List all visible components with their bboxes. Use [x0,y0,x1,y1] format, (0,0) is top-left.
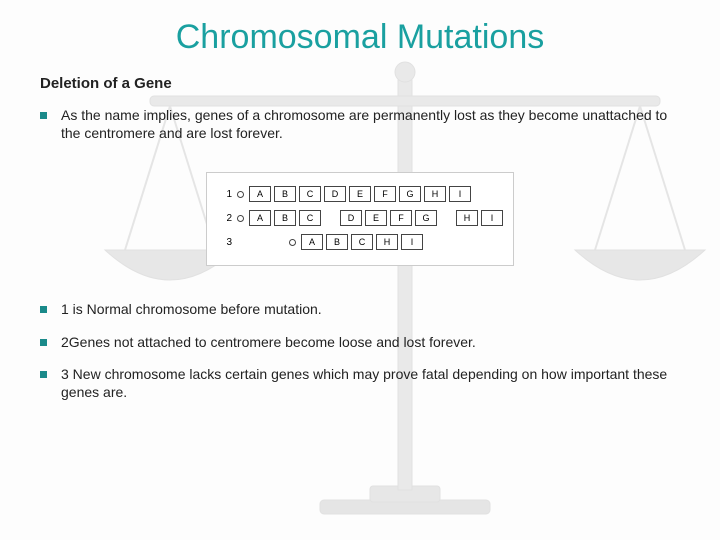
gene-box: E [349,186,371,202]
centromere-icon [289,239,296,246]
gene-box: C [351,234,373,250]
centromere-icon [237,215,244,222]
gene-box: A [249,186,271,202]
gene-box: A [249,210,271,226]
bullet-square-icon [40,339,47,346]
chromosome-diagram: 1ABCDEFGHI2ABCDEFGHI3ABCHI [206,172,514,266]
gene-box: F [390,210,412,226]
lower-bullet-text: 2Genes not attached to centromere become… [61,333,476,351]
gene-box: C [299,210,321,226]
centromere-icon [237,191,244,198]
chromosome-diagram-wrap: 1ABCDEFGHI2ABCDEFGHI3ABCHI [40,172,680,266]
intro-bullet-list: As the name implies, genes of a chromoso… [40,106,680,142]
row-label: 3 [217,237,235,248]
lower-bullet: 2Genes not attached to centromere become… [40,333,680,351]
gene-box: B [274,186,296,202]
row-label: 2 [217,213,235,224]
bullet-square-icon [40,371,47,378]
slide-content: Chromosomal Mutations Deletion of a Gene… [0,0,720,401]
lower-bullet: 3 New chromosome lacks certain genes whi… [40,365,680,401]
gene-box: H [376,234,398,250]
lower-bullet-text: 3 New chromosome lacks certain genes whi… [61,365,680,401]
intro-bullet: As the name implies, genes of a chromoso… [40,106,680,142]
gene-box: I [449,186,471,202]
gene-box: A [301,234,323,250]
chromosome-row: 2 ABC DEFG HI [217,207,503,229]
row-label: 1 [217,189,235,200]
gene-box: F [374,186,396,202]
chromosome-row: 1 ABCDEFGHI [217,183,503,205]
gene-box: C [299,186,321,202]
gene-box: B [326,234,348,250]
gene-box: I [481,210,503,226]
lower-bullet: 1 is Normal chromosome before mutation. [40,300,680,318]
gene-box: G [399,186,421,202]
bullet-square-icon [40,306,47,313]
lower-bullet-text: 1 is Normal chromosome before mutation. [61,300,322,318]
lower-bullet-list: 1 is Normal chromosome before mutation. 2… [40,300,680,401]
gene-box: H [424,186,446,202]
bullet-square-icon [40,112,47,119]
slide-subtitle: Deletion of a Gene [40,75,680,92]
gene-box: G [415,210,437,226]
gene-box: D [324,186,346,202]
gene-box: E [365,210,387,226]
intro-bullet-text: As the name implies, genes of a chromoso… [61,106,680,142]
gene-box: B [274,210,296,226]
gene-box: H [456,210,478,226]
slide-title: Chromosomal Mutations [40,18,680,57]
chromosome-row: 3 ABCHI [217,231,503,253]
gene-box: I [401,234,423,250]
gene-box: D [340,210,362,226]
